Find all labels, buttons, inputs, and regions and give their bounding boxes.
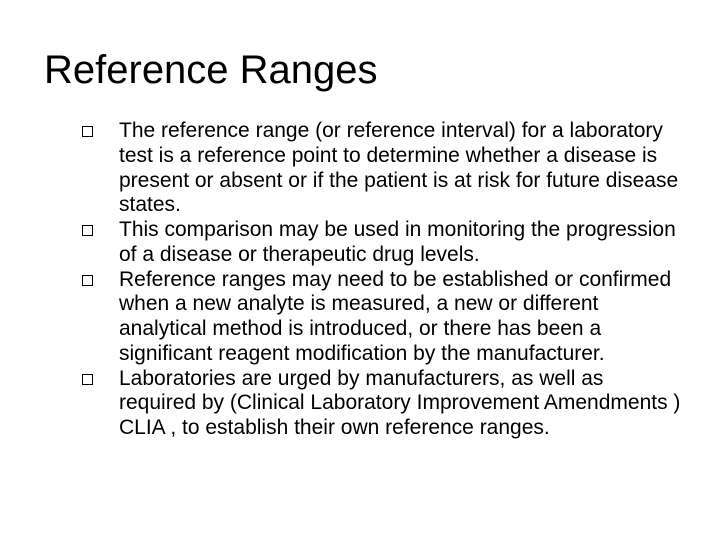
bullet-text: The reference range (or reference interv…	[119, 119, 682, 218]
bullet-item: Reference ranges may need to be establis…	[82, 268, 682, 367]
square-bullet-icon	[82, 374, 93, 385]
square-bullet-icon	[82, 275, 93, 286]
bullet-text: Reference ranges may need to be establis…	[119, 268, 682, 367]
bullet-item: Laboratories are urged by manufacturers,…	[82, 367, 682, 441]
slide-title: Reference Ranges	[44, 48, 682, 93]
bullet-item: The reference range (or reference interv…	[82, 119, 682, 218]
bullet-item: This comparison may be used in monitorin…	[82, 218, 682, 268]
square-bullet-icon	[82, 126, 93, 137]
bullet-text: Laboratories are urged by manufacturers,…	[119, 367, 682, 441]
square-bullet-icon	[82, 225, 93, 236]
bullet-text: This comparison may be used in monitorin…	[119, 218, 682, 268]
slide-body: The reference range (or reference interv…	[48, 119, 682, 441]
